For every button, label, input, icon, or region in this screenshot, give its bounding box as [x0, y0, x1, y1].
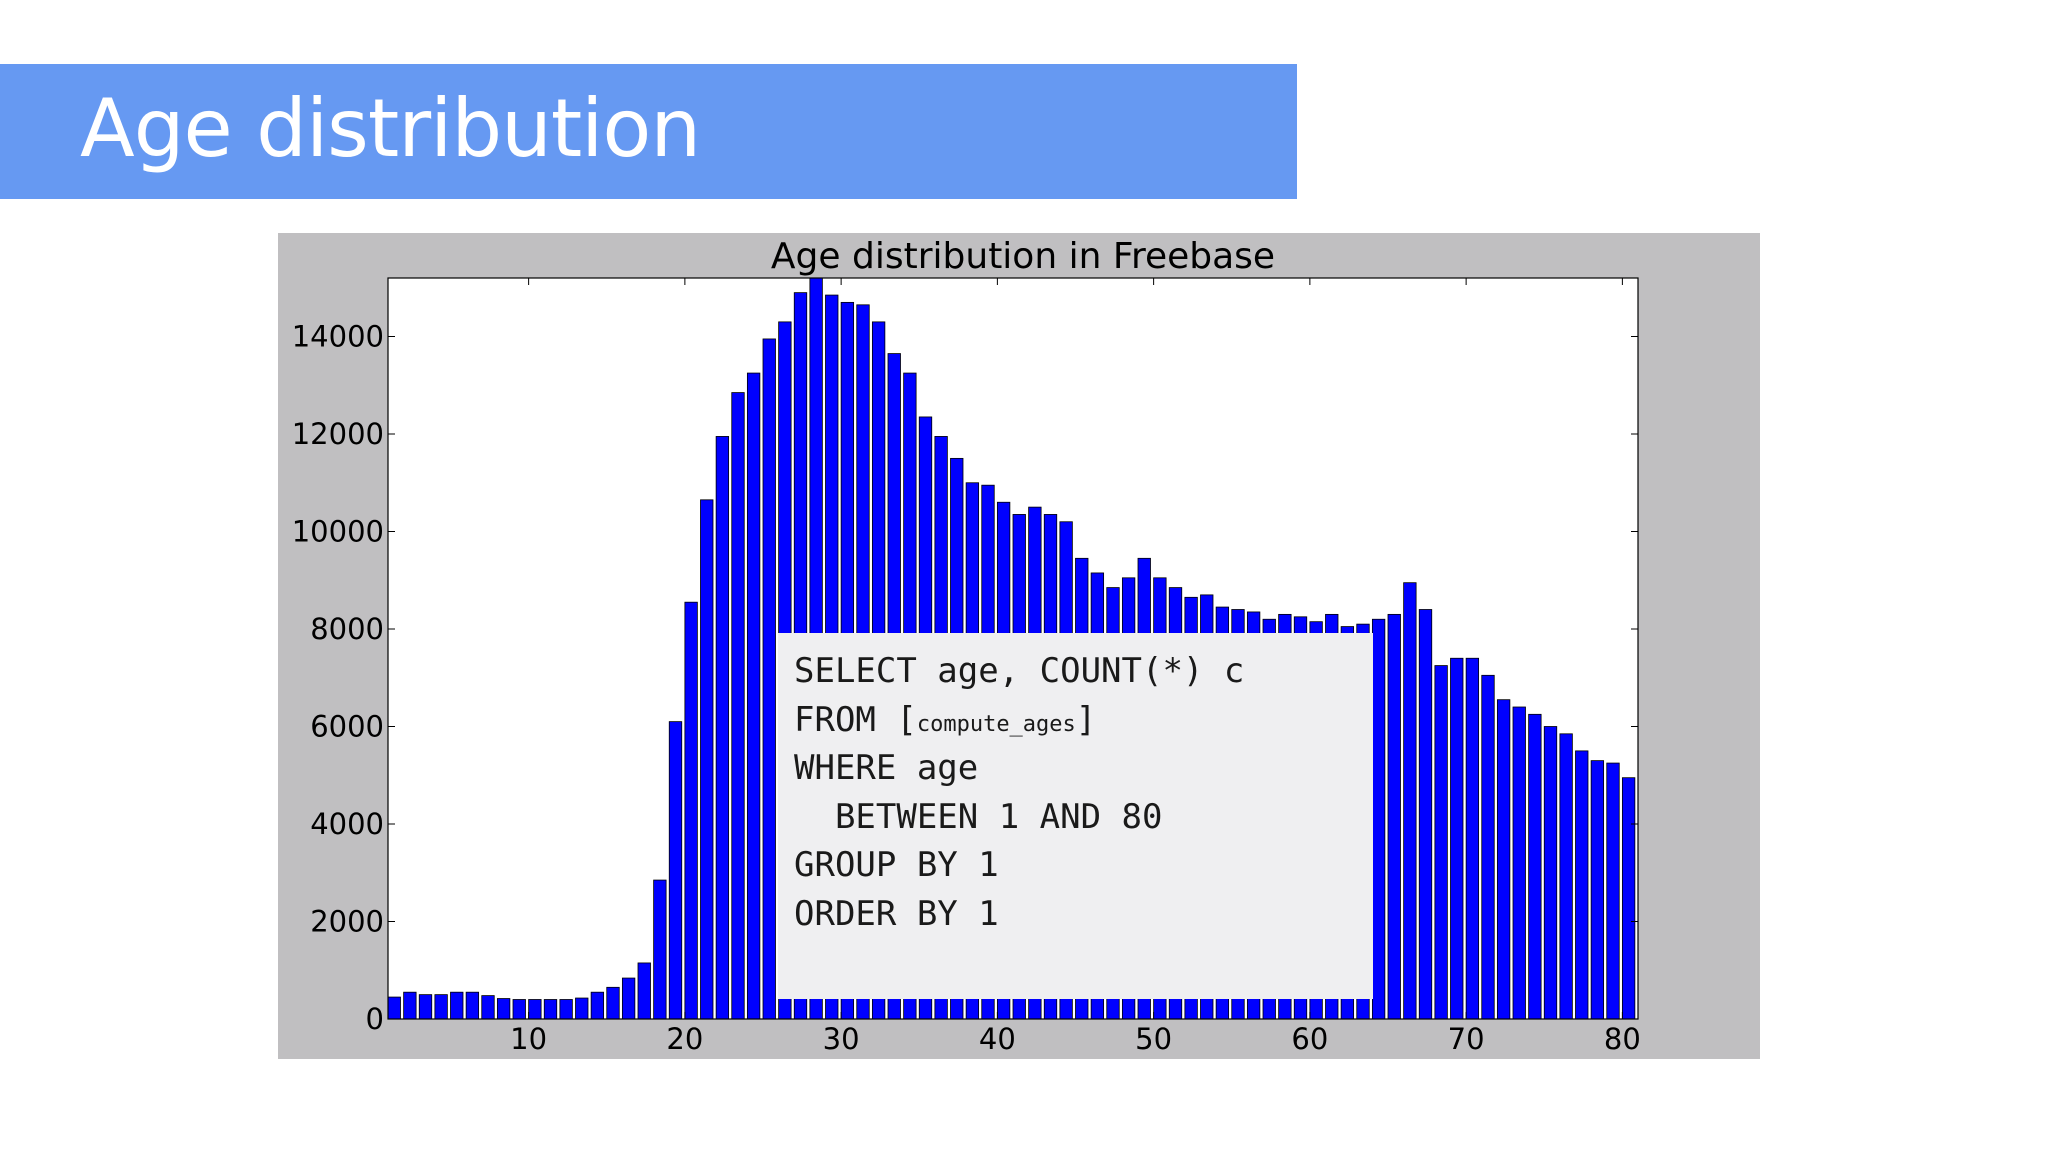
bar [746, 372, 761, 1020]
sql-line: WHERE age [794, 744, 1373, 793]
sql-query-box: SELECT age, COUNT(*) c FROM [compute_ages… [778, 633, 1373, 999]
bar [512, 999, 526, 1020]
sql-line: GROUP BY 1 [794, 841, 1373, 890]
sql-token: FROM [794, 699, 897, 740]
bar [465, 991, 480, 1020]
bar [1387, 613, 1401, 1020]
y-tick-label: 10000 [292, 515, 384, 549]
bar [403, 991, 417, 1020]
sql-line: BETWEEN 1 AND 80 [794, 793, 1373, 842]
bar [1450, 657, 1464, 1020]
y-tick-label: 8000 [310, 612, 384, 646]
sql-token: WHERE age [794, 748, 979, 789]
bar [731, 392, 745, 1020]
sql-line: ORDER BY 1 [794, 890, 1373, 939]
bar [387, 996, 401, 1020]
bar [1403, 582, 1417, 1020]
bar [450, 991, 464, 1020]
bar [418, 994, 433, 1020]
bar [1434, 665, 1448, 1020]
x-tick-label: 60 [1291, 1022, 1328, 1056]
bar [543, 999, 558, 1020]
bar [528, 999, 542, 1020]
y-tick-label: 14000 [292, 320, 384, 354]
bar [1575, 750, 1589, 1020]
bar [1621, 777, 1636, 1020]
bar [700, 499, 714, 1020]
bar [653, 879, 667, 1020]
sql-line: FROM [compute_ages] [794, 696, 1373, 745]
chart-figure: 10 20 30 40 50 60 70 80 0 2000 4000 6000 8000 10000 12… [278, 233, 1760, 1059]
plot-frame [387, 277, 1639, 1020]
bar [1590, 760, 1605, 1020]
title-banner: Age distribution [0, 64, 1297, 199]
bar [559, 999, 573, 1020]
bar [715, 436, 730, 1020]
bar [762, 338, 776, 1020]
y-tick-label: 12000 [292, 417, 384, 451]
bar [590, 991, 605, 1020]
x-tick-label: 10 [510, 1022, 547, 1056]
chart-title: Age distribution in Freebase [771, 236, 1275, 277]
bar [1481, 674, 1495, 1020]
bar [434, 994, 448, 1020]
bar [1465, 657, 1480, 1020]
sql-token: [ [896, 699, 917, 740]
bar [481, 995, 495, 1020]
sql-token: ORDER BY 1 [794, 893, 999, 934]
sql-token: ] [1075, 699, 1097, 740]
y-tick-label: 4000 [310, 807, 384, 841]
bar [1543, 726, 1558, 1020]
x-tick-label: 30 [823, 1022, 860, 1056]
sql-token: compute_ages [916, 711, 1076, 737]
bar [1418, 609, 1433, 1020]
y-tick-label: 2000 [310, 905, 384, 939]
bar [668, 721, 683, 1020]
slide-title: Age distribution [80, 82, 701, 175]
x-tick-label: 20 [666, 1022, 703, 1056]
sql-token: BETWEEN 1 AND 80 [794, 796, 1163, 837]
x-tick-label: 50 [1135, 1022, 1172, 1056]
x-tick-label: 40 [979, 1022, 1016, 1056]
bar [606, 986, 620, 1020]
bar [1512, 706, 1526, 1020]
bar [1559, 733, 1573, 1020]
bar [684, 601, 698, 1020]
sql-line: SELECT age, COUNT(*) c [794, 647, 1373, 696]
x-tick-label: 80 [1604, 1022, 1641, 1056]
bar [1371, 618, 1386, 1020]
x-tick-label: 70 [1448, 1022, 1485, 1056]
bar [637, 962, 651, 1020]
bar [1606, 762, 1620, 1020]
bar [621, 977, 636, 1020]
bar [496, 998, 511, 1020]
sql-token: GROUP BY 1 [794, 845, 999, 886]
sql-token: SELECT age, COUNT(*) c [794, 651, 1245, 691]
y-tick-label: 0 [366, 1002, 384, 1036]
y-tick-label: 6000 [310, 710, 384, 744]
bar [1496, 699, 1511, 1020]
bar [1528, 713, 1542, 1020]
bar [575, 997, 589, 1020]
